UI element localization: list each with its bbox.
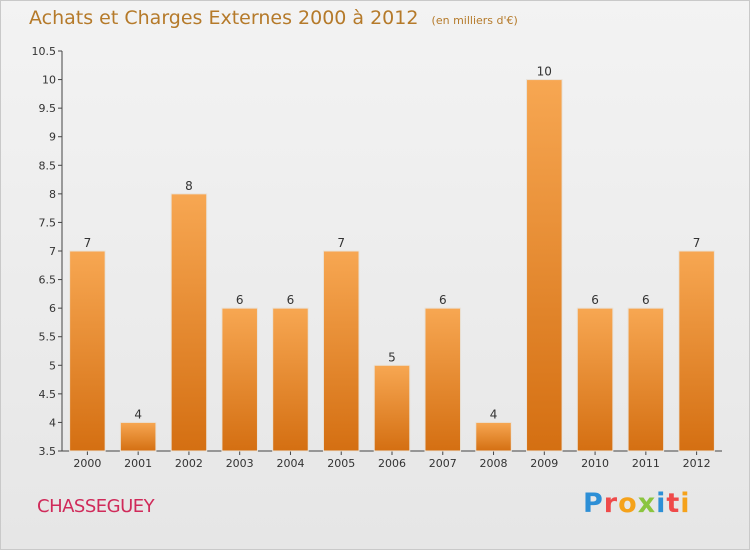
bar-value-label: 4: [490, 407, 498, 421]
brand-letter: t: [666, 488, 681, 519]
x-tick-label: 2008: [480, 457, 508, 470]
x-tick-label: 2004: [276, 457, 304, 470]
x-tick-label: 2005: [327, 457, 355, 470]
chart-title: Achats et Charges Externes 2000 à 2012 (…: [29, 7, 518, 29]
bar-value-label: 8: [185, 179, 193, 193]
y-tick-label: 3.5: [39, 445, 57, 458]
y-tick-label: 10: [42, 74, 56, 87]
brand-letter: x: [637, 488, 657, 519]
bar-value-label: 10: [537, 65, 552, 79]
bar: [526, 79, 563, 452]
bar: [221, 307, 258, 452]
x-tick-label: 2001: [124, 457, 152, 470]
chart-title-text: Achats et Charges Externes 2000 à 2012: [29, 7, 419, 29]
x-tick-label: 2007: [429, 457, 457, 470]
x-tick-label: 2011: [632, 457, 660, 470]
bar-value-label: 7: [337, 236, 345, 250]
bar: [627, 307, 665, 452]
y-tick-label: 4.5: [39, 388, 57, 401]
y-tick-label: 6: [49, 302, 56, 315]
bar-value-label: 7: [693, 236, 701, 250]
data-labels: 7 4 8 6 6 7 5 6 4 10 6 6 7: [84, 65, 701, 422]
x-axis: 2000 2001 2002 2003 2004 2005 2006 2007 2008 2009…: [62, 450, 722, 470]
bar: [119, 421, 157, 452]
bar-value-label: 6: [236, 293, 244, 307]
bar-value-label: 6: [439, 293, 447, 307]
chart-title-unit: (en milliers d'€): [431, 14, 518, 27]
y-tick-label: 6.5: [39, 274, 57, 287]
brand-letter: o: [618, 488, 638, 519]
y-tick-label: 4: [49, 416, 56, 429]
bar: [424, 307, 462, 452]
y-tick-label: 10.5: [32, 45, 57, 58]
bar: [678, 250, 715, 452]
bar: [373, 364, 411, 452]
y-tick-label: 9.5: [39, 102, 57, 115]
bar: [576, 307, 614, 452]
brand-letter: r: [603, 488, 619, 519]
bar-value-label: 7: [84, 236, 92, 250]
brand-letter: i: [680, 488, 691, 519]
bar-value-label: 4: [134, 407, 142, 421]
bar: [322, 250, 360, 452]
x-tick-label: 2009: [530, 457, 558, 470]
brand-letter: P: [583, 488, 604, 519]
y-tick-label: 7: [49, 245, 56, 258]
x-tick-label: 2006: [378, 457, 406, 470]
x-tick-label: 2002: [175, 457, 203, 470]
bar: [170, 193, 208, 452]
x-tick-label: 2003: [226, 457, 254, 470]
y-tick-label: 5.5: [39, 331, 57, 344]
bar-value-label: 6: [642, 293, 650, 307]
bar: [272, 307, 309, 452]
bar: [475, 421, 512, 452]
y-tick-label: 8.5: [39, 159, 57, 172]
bar-value-label: 6: [591, 293, 599, 307]
x-tick-label: 2010: [581, 457, 609, 470]
place-name: CHASSEGUEY: [37, 496, 155, 517]
bar-value-label: 5: [388, 350, 396, 364]
y-tick-label: 7.5: [39, 216, 57, 229]
y-tick-label: 9: [49, 131, 56, 144]
brand-letter: i: [656, 488, 667, 519]
bars: [69, 79, 715, 452]
brand-logo: Proxiti: [583, 488, 691, 519]
bar: [69, 250, 106, 452]
y-tick-label: 5: [49, 359, 56, 372]
y-axis: 3.5 4 4.5 5 5.5 6 6.5 7 7.5 8 8.5 9 9.5 10 10.5: [32, 45, 63, 458]
x-tick-label: 2000: [73, 457, 101, 470]
y-tick-label: 8: [49, 188, 56, 201]
x-tick-label: 2012: [683, 457, 711, 470]
bar-value-label: 6: [287, 293, 295, 307]
